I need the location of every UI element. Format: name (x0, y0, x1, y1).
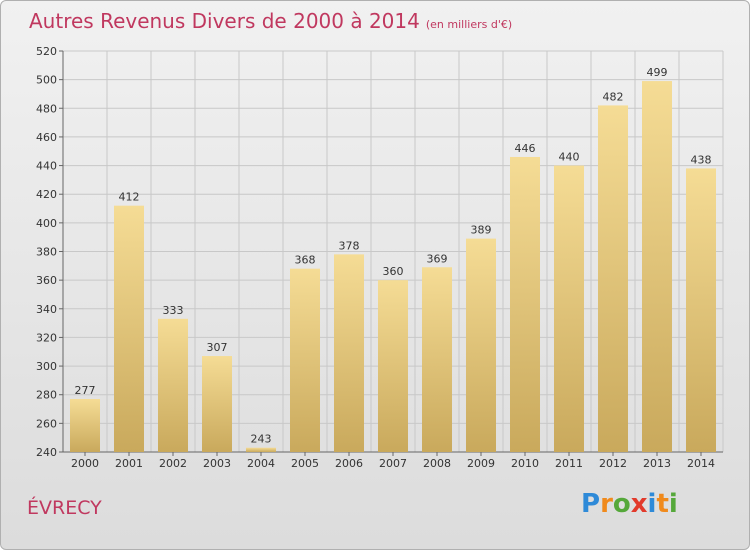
logo-letter: o (612, 489, 631, 519)
y-tick-label: 380 (36, 246, 57, 259)
x-tick-label: 2002 (159, 457, 187, 470)
logo-letter: x (630, 489, 648, 519)
y-tick-label: 360 (36, 274, 57, 287)
bar (598, 105, 628, 453)
bar-value-label: 378 (339, 239, 360, 252)
bar-value-label: 360 (383, 265, 404, 278)
x-tick-label: 2003 (203, 457, 231, 470)
y-tick-label: 320 (36, 331, 57, 344)
y-tick-label: 260 (36, 417, 57, 430)
logo-letter: i (647, 489, 657, 519)
bar-value-label: 333 (163, 304, 184, 317)
logo-letter: t (656, 489, 669, 519)
y-tick-label: 340 (36, 303, 57, 316)
x-tick-label: 2011 (555, 457, 583, 470)
bar-value-label: 482 (603, 90, 624, 103)
y-tick-label: 300 (36, 360, 57, 373)
bar (158, 318, 188, 452)
logo-letter: r (600, 489, 613, 519)
y-tick-label: 420 (36, 188, 57, 201)
x-tick-label: 2001 (115, 457, 143, 470)
bar-value-label: 369 (427, 252, 448, 265)
bar (114, 205, 144, 452)
x-tick-label: 2009 (467, 457, 495, 470)
x-tick-label: 2012 (599, 457, 627, 470)
x-tick-label: 2006 (335, 457, 363, 470)
bar-value-label: 368 (295, 254, 316, 267)
bar-value-label: 440 (559, 151, 580, 164)
bar-value-label: 307 (207, 341, 228, 354)
bar (686, 168, 716, 452)
logo-letter: i (668, 489, 678, 519)
y-tick-label: 240 (36, 446, 57, 459)
bar-value-label: 412 (119, 191, 140, 204)
x-tick-label: 2000 (71, 457, 99, 470)
y-tick-label: 520 (36, 45, 57, 58)
y-tick-label: 500 (36, 74, 57, 87)
bar (422, 267, 452, 452)
y-tick-label: 400 (36, 217, 57, 230)
bar (554, 165, 584, 453)
x-tick-label: 2007 (379, 457, 407, 470)
bar-value-label: 389 (471, 224, 492, 237)
bar (246, 447, 276, 452)
chart-title-unit: (en milliers d'€) (425, 18, 513, 31)
bar-value-label: 446 (515, 142, 536, 155)
x-tick-label: 2004 (247, 457, 275, 470)
chart-title-main: Autres Revenus Divers de 2000 à 2014 (29, 9, 420, 33)
bar (290, 268, 320, 452)
proxiti-logo: Proxiti (581, 489, 678, 519)
bar (510, 156, 540, 452)
chart-title: Autres Revenus Divers de 2000 à 2014 (en … (29, 9, 512, 33)
bar (334, 254, 364, 452)
bar-value-label: 243 (251, 433, 272, 446)
x-tick-label: 2005 (291, 457, 319, 470)
y-tick-label: 440 (36, 160, 57, 173)
logo-letter: P (581, 489, 601, 519)
bar (466, 238, 496, 452)
bar-value-label: 499 (647, 66, 668, 79)
x-tick-label: 2013 (643, 457, 671, 470)
bar-value-label: 277 (75, 384, 96, 397)
x-tick-label: 2008 (423, 457, 451, 470)
y-tick-label: 280 (36, 389, 57, 402)
y-tick-label: 460 (36, 131, 57, 144)
bar (202, 356, 232, 452)
bar (642, 81, 672, 452)
bar (378, 280, 408, 452)
y-tick-label: 480 (36, 102, 57, 115)
x-tick-label: 2014 (687, 457, 715, 470)
commune-name: ÉVRECY (27, 497, 102, 519)
x-tick-label: 2010 (511, 457, 539, 470)
bar-value-label: 438 (691, 153, 712, 166)
bar (70, 399, 100, 452)
